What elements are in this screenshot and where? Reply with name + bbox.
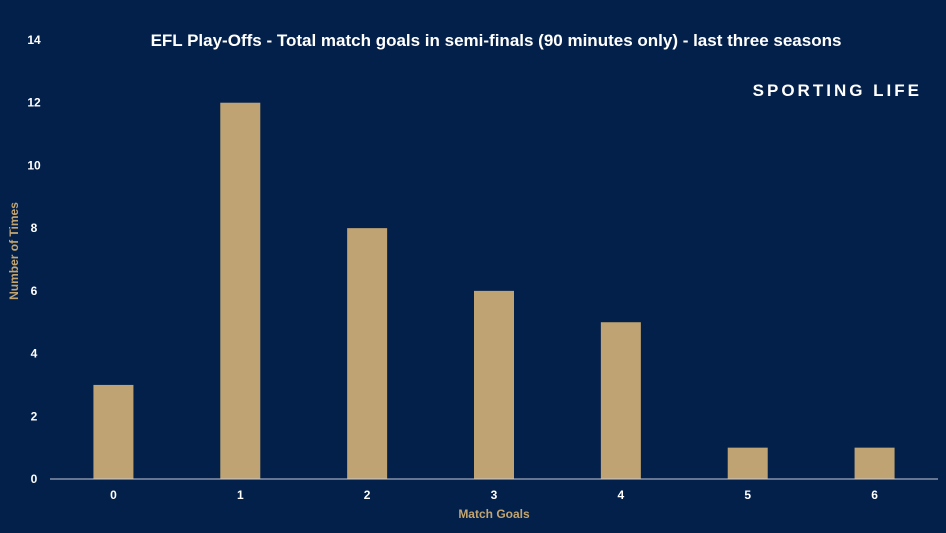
bar-goals-3 [474, 290, 514, 479]
x-tick-label: 2 [364, 488, 371, 502]
bar-goals-2 [347, 228, 388, 479]
chart-title: EFL Play-Offs - Total match goals in sem… [151, 31, 842, 50]
bars-group [93, 102, 895, 479]
bar-goals-0 [93, 384, 134, 479]
y-tick-label: 0 [31, 472, 38, 486]
brand-logo-text: SPORTING LIFE [753, 81, 922, 100]
x-axis-label: Match Goals [458, 507, 530, 521]
y-axis-label: Number of Times [7, 202, 21, 300]
y-tick-label: 6 [31, 284, 38, 298]
x-tick-label: 3 [491, 488, 498, 502]
x-tick-label: 1 [237, 488, 244, 502]
y-tick-label: 2 [31, 409, 38, 423]
y-tick-label: 14 [27, 33, 41, 47]
y-tick-label: 4 [31, 347, 38, 361]
bar-goals-6 [854, 447, 895, 479]
x-tick-label: 4 [618, 488, 625, 502]
bar-goals-5 [727, 447, 768, 479]
bar-goals-4 [600, 322, 641, 479]
y-axis-ticks: 0 2 4 6 8 10 12 14 [27, 33, 41, 486]
y-tick-label: 10 [27, 158, 41, 172]
y-tick-label: 8 [31, 221, 38, 235]
x-tick-label: 6 [871, 488, 878, 502]
y-tick-label: 12 [27, 96, 41, 110]
x-axis-ticks: 0 1 2 3 4 5 6 [110, 488, 878, 502]
bar-goals-1 [220, 102, 261, 479]
x-tick-label: 5 [744, 488, 751, 502]
x-tick-label: 0 [110, 488, 117, 502]
